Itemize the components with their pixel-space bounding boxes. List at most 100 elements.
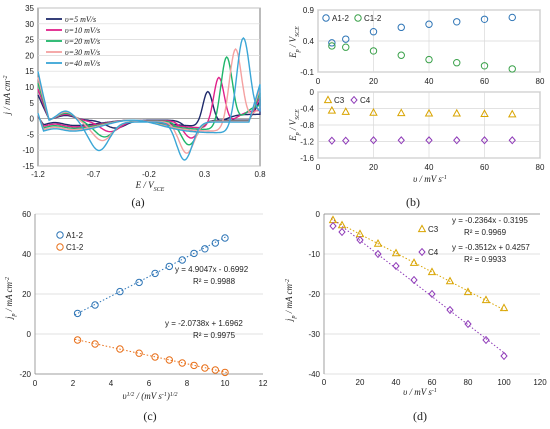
panel-d-r2-1: R² = 0.9969: [464, 228, 507, 237]
y-tick-label: 0: [310, 88, 315, 97]
x-tick-label: 0: [316, 163, 321, 172]
data-point-c3: [499, 303, 509, 312]
y-tick-label: 0: [27, 330, 32, 339]
panel-d-eq-1: y = -0.2364x - 0.3195: [452, 216, 528, 225]
data-point-c4: [425, 136, 433, 145]
data-point: [190, 249, 198, 258]
panel-b-x-axis-label: υ / mV s-1: [413, 174, 447, 184]
data-point: [508, 65, 516, 73]
data-point: [342, 35, 350, 43]
panel-c-r2-2: R² = 0.9975: [193, 331, 236, 340]
data-point-c3: [427, 267, 437, 276]
data-point-c4: [392, 261, 400, 271]
x-tick-label: 12: [259, 379, 268, 388]
legend-c1-2-label: C1-2: [66, 243, 84, 252]
panel-a-x-axis-label: E / VSCE: [135, 180, 165, 193]
x-tick-label: 0: [33, 379, 38, 388]
panel-c-eq-1: y = 4.9047x - 0.6992: [175, 265, 249, 274]
data-point-c3: [445, 276, 455, 285]
y-tick-label: 35: [25, 4, 34, 13]
data-point-c3: [397, 108, 406, 117]
data-point-c4: [369, 136, 378, 145]
panel-c-y-tick-labels: -20 0 20 40 60: [19, 210, 31, 379]
y-tick-label: -40: [308, 370, 320, 379]
legend-a1-2-marker: [322, 14, 330, 22]
panel-b-bottom: -1.6 -1.2 -0.8 -0.4 0 0 20 40 60 80 C3 C4 Ep / VS…: [288, 88, 545, 209]
panel-d-x-tick-labels: 0 20 40 60 80 100 120: [322, 378, 547, 387]
x-tick-label: 2: [71, 379, 76, 388]
data-point: [151, 269, 159, 278]
data-point: [201, 245, 209, 253]
panel-b-bottom-grid: [317, 91, 541, 159]
data-point: [165, 262, 174, 271]
panel-d-legend: C3 C4: [417, 224, 439, 257]
panel-c-points: [73, 234, 229, 377]
x-tick-label: 80: [536, 163, 545, 172]
y-tick-label: 15: [25, 67, 34, 76]
y-tick-label: 0.4: [303, 37, 315, 46]
y-tick-label: -1.2: [300, 138, 314, 147]
x-tick-label: 10: [221, 379, 230, 388]
x-tick-label: 20: [356, 378, 365, 387]
trendline-1: [74, 235, 228, 316]
data-point: [151, 353, 159, 361]
panel-c-label: (c): [143, 409, 156, 423]
data-point: [369, 28, 378, 36]
legend-c1-2-label: C1-2: [364, 14, 382, 23]
trendline-1: [330, 218, 507, 312]
y-tick-label: -0.4: [300, 105, 314, 114]
data-point: [453, 59, 461, 67]
data-point: [211, 239, 220, 247]
data-point-c4: [508, 136, 516, 145]
x-tick-label: 40: [425, 77, 434, 86]
data-point: [116, 287, 124, 296]
y-tick-label: -30: [308, 330, 320, 339]
data-point: [221, 234, 229, 242]
x-tick-label: 80: [536, 77, 545, 86]
data-point: [135, 349, 143, 357]
panel-a-label: (a): [131, 195, 144, 209]
data-point-c4: [500, 351, 508, 361]
x-tick-label: 40: [425, 163, 434, 172]
data-point-c3: [328, 215, 338, 224]
data-point: [116, 345, 124, 353]
panel-d-r2-2: R² = 0.9933: [464, 255, 507, 264]
data-point: [190, 361, 198, 370]
panel-d-y-tick-labels: -40 -30 -20 -10 0: [308, 210, 320, 379]
panel-a-y-axis-label: j / mA cm-2: [2, 75, 12, 115]
x-tick-label: -0.2: [142, 170, 156, 179]
x-tick-label: 0.3: [199, 170, 211, 179]
legend-a1-2-label: A1-2: [66, 231, 83, 240]
panel-d-y-axis-label: jp / mA cm-2: [284, 279, 297, 322]
data-point: [369, 47, 378, 55]
legend-c3-marker: [417, 224, 427, 233]
data-point-c3: [508, 109, 517, 118]
y-tick-label: 20: [22, 290, 31, 299]
y-tick-label: 20: [25, 51, 34, 60]
y-tick-label: -20: [308, 290, 320, 299]
y-tick-label: 5: [30, 99, 35, 108]
panel-d-points: [328, 215, 509, 361]
cv-curve-5: [37, 36, 261, 161]
panel-a-x-tick-labels: -1.2 -0.7 -0.2 0.3 0.8: [31, 170, 266, 179]
data-point: [178, 359, 186, 367]
x-tick-label: 100: [497, 378, 511, 387]
data-point-c4: [453, 136, 461, 145]
data-point-c3: [481, 295, 491, 304]
legend-c4-label: C4: [360, 96, 371, 105]
data-point: [397, 23, 405, 32]
data-point: [201, 364, 209, 372]
x-tick-label: 0: [322, 378, 327, 387]
data-point-c4: [329, 221, 337, 231]
data-point: [342, 43, 350, 51]
panel-b-top-x-tick-labels: 0 20 40 60 80: [316, 77, 545, 86]
data-point-c4: [410, 275, 418, 285]
data-point-c3: [355, 229, 365, 238]
data-point-c3: [337, 220, 347, 229]
data-point-c4: [374, 249, 382, 259]
legend-a1-2-marker: [56, 231, 64, 239]
panel-a-y-tick-labels: -15 -10 -5 0 5 10 15 20 25 30 35: [22, 4, 34, 171]
data-point-c4: [480, 136, 489, 145]
data-point-c4: [328, 136, 336, 145]
